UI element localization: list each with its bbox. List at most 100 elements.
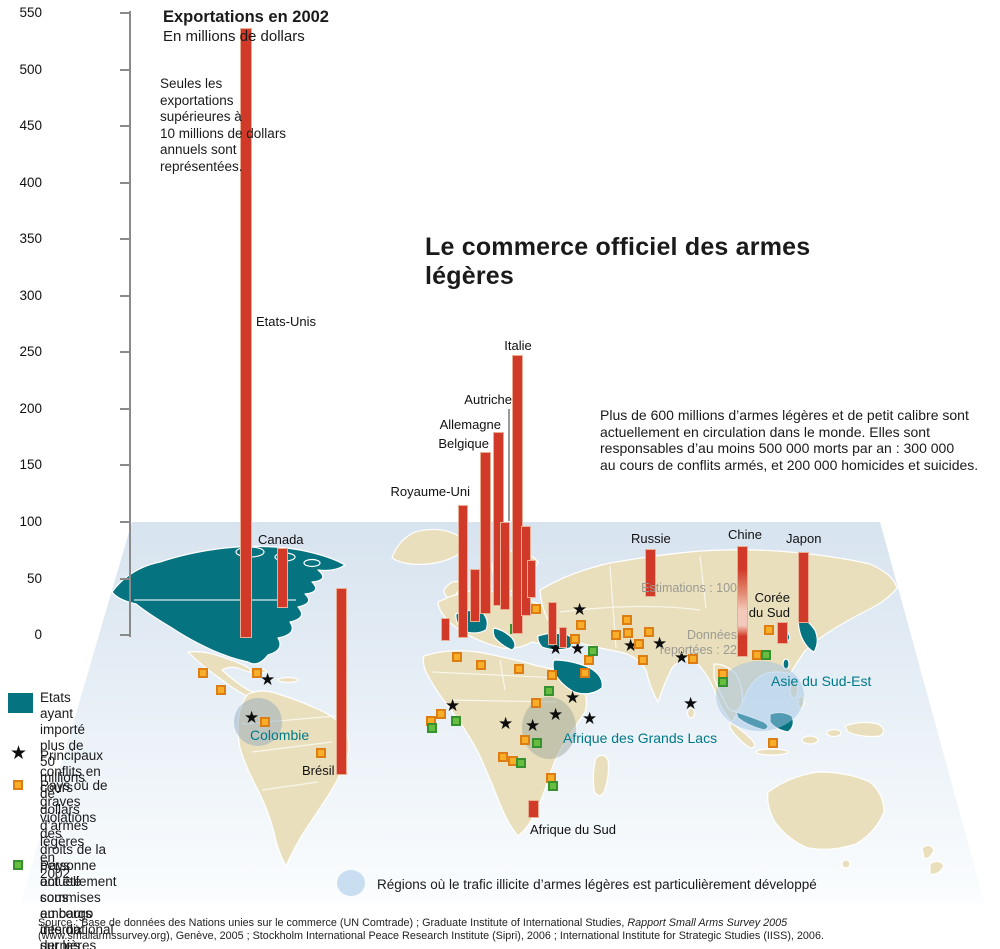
embargo-marker [451,716,461,726]
export-bar-etats-unis [240,28,252,638]
violations-marker [452,652,462,662]
y-axis-tick [120,12,129,14]
y-axis-tick [120,238,129,241]
conflict-star-icon: ★ [445,696,461,715]
y-axis-tick-label: 350 [19,231,42,247]
violations-marker [531,604,541,614]
violations-marker [498,752,508,762]
export-bar-unlabeled [527,560,536,598]
embargo-marker [588,646,598,656]
conflict-star-icon: ★ [498,714,514,733]
conflict-star-icon: ★ [10,743,28,764]
map-label: Estimations : 100 [641,581,737,595]
map-label: Japon [786,531,822,546]
violations-marker [531,698,541,708]
violations-marker [216,685,226,695]
violations-marker [611,630,621,640]
violations-marker [622,615,632,625]
conflict-star-icon: ★ [674,648,690,667]
y-axis-tick [120,125,129,128]
violations-marker [634,639,644,649]
traffic-region-swatch [337,870,365,896]
embargo-marker [718,677,728,687]
export-bar-cor-e-du-sud [777,622,788,644]
map-label: Afrique du Sud [530,822,617,837]
embargo-marker [544,686,554,696]
y-axis-tick [120,181,129,184]
y-axis-tick [120,294,129,297]
y-axis-tick-label: 550 [19,5,42,20]
export-bar-unlabeled [548,602,557,645]
export-bar-belgique [480,452,491,614]
export-bar-canada [277,548,288,608]
axis-note: Seules les exportations supérieures à 10 mi… [160,76,287,174]
conflict-star-icon: ★ [260,670,276,689]
conflict-star-icon: ★ [582,709,598,728]
violations-marker [547,670,557,680]
y-axis-tick [120,464,129,467]
embargo-marker [516,758,526,768]
map-label: Russie [631,531,671,546]
export-bar-japon [798,552,809,623]
conflict-star-icon: ★ [652,634,668,653]
map-label: Chine [728,527,762,542]
y-axis-tick [120,634,129,637]
y-axis-tick-label: 0 [34,627,42,643]
violations-marker [768,738,778,748]
violations-marker [476,660,486,670]
y-axis-tick [120,351,129,354]
violations-marker [316,748,326,758]
export-bar-unlabeled [441,618,450,641]
conflict-star-icon: ★ [570,639,586,658]
embargo-marker [548,781,558,791]
export-bar-autriche [500,522,510,610]
embargo-swatch [13,860,23,870]
violations-marker [520,735,530,745]
violations-marker [252,668,262,678]
map-label: Belgique [438,436,489,451]
map-label: Royaume-Uni [390,484,470,499]
map-label: Colombie [250,727,310,743]
export-bar-unlabeled [559,627,567,648]
conflict-star-icon: ★ [565,688,581,707]
violations-marker [584,655,594,665]
map-label: Autriche [464,392,512,407]
map-label: Données reportées : 22 [659,628,737,657]
y-axis-tick-label: 150 [19,457,42,473]
export-bar-unlabeled [470,569,480,622]
legend-conflicts-label: Principaux conflits en cours [40,748,104,795]
map-label: Italie [504,338,532,353]
source-note: Source : Base de données des Nations uni… [38,917,824,942]
y-axis-tick-label: 200 [19,400,42,416]
conflict-star-icon: ★ [525,716,541,735]
intro-paragraph: Plus de 600 millions d’armes légères et … [600,407,979,473]
export-bar-afrique-du-sud [528,800,539,818]
violations-marker [198,668,208,678]
map-label: Corée du Sud [748,590,790,620]
y-axis-tick [120,577,129,580]
y-axis-line [129,11,131,637]
page-title: Le commerce officiel des armes légères [425,233,811,290]
y-axis-tick-label: 400 [19,174,42,190]
y-axis-tick-label: 50 [26,570,42,586]
conflict-star-icon: ★ [572,600,588,619]
violations-marker [638,655,648,665]
export-bar-chine [737,546,748,657]
violations-marker [436,709,446,719]
legend-traffic-label: Régions où le trafic illicite d’armes lé… [377,877,817,892]
y-axis-tick-label: 100 [19,513,42,529]
conflict-star-icon: ★ [683,694,699,713]
map-label: Allemagne [439,417,501,432]
map-label: Canada [258,532,304,547]
export-bar-allemagne [493,432,504,606]
violations-marker [764,625,774,635]
violations-marker [688,654,698,664]
violations-marker [580,668,590,678]
autriche-leader-line [508,409,510,521]
conflict-star-icon: ★ [244,708,260,727]
map-label: Afrique des Grands Lacs [563,730,718,746]
map-label: Etats-Unis [256,314,316,329]
y-axis-tick-label: 450 [19,118,42,134]
legend-violations-label: Pays où de graves violations des droits d… [40,778,108,949]
export-bar-royaume-uni [458,505,468,638]
